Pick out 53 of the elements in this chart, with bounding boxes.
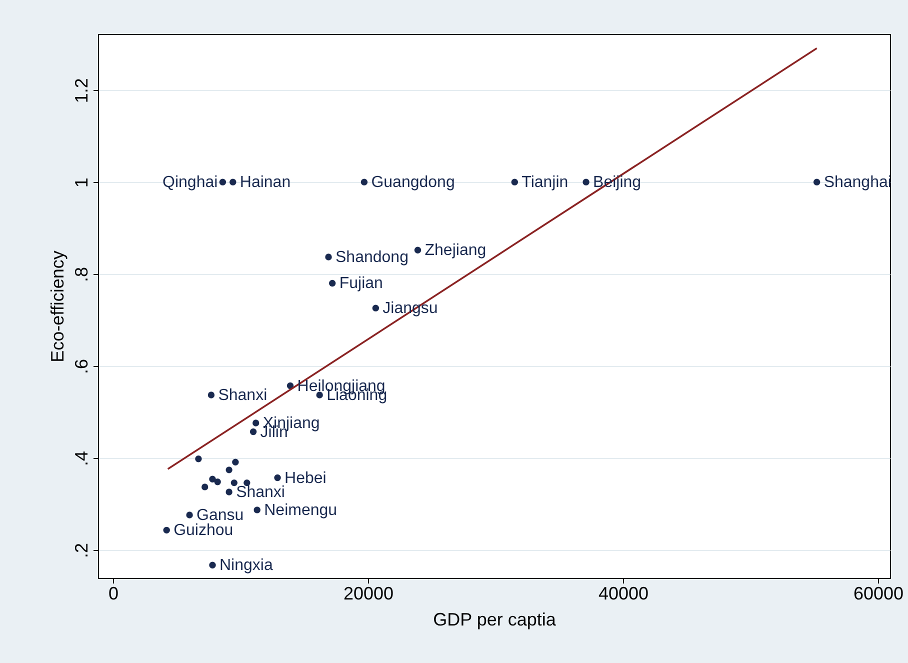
point <box>226 466 232 474</box>
point <box>226 488 232 496</box>
annotation: Guangdong <box>371 174 455 192</box>
point <box>328 280 336 287</box>
annotation: Shanxi <box>218 386 268 404</box>
point <box>372 304 380 312</box>
point <box>195 456 202 462</box>
y-axis-title: Eco-efficiency <box>48 250 68 362</box>
y-tick-label: .8 <box>72 267 92 282</box>
y-tick-label: .2 <box>72 542 92 558</box>
x-tick-label: 0 <box>108 584 119 604</box>
y-tick-label: .6 <box>72 359 92 374</box>
annotation: Tianjin <box>522 174 568 192</box>
point <box>813 178 820 186</box>
point <box>201 484 208 490</box>
x-axis-title: GDP per captia <box>433 610 557 630</box>
point <box>232 458 239 466</box>
point <box>208 392 215 398</box>
annotation: Shanghai <box>824 174 892 192</box>
point <box>360 178 368 186</box>
annotation: Fujian <box>339 275 383 292</box>
annotation: Shanxi <box>236 484 285 502</box>
point <box>186 512 193 518</box>
annotation: Ningxia <box>219 557 273 574</box>
annotation: Guizhou <box>174 522 234 540</box>
annotation: Qinghai <box>162 174 218 192</box>
point <box>230 479 238 486</box>
annotation: Hainan <box>240 174 291 192</box>
point <box>325 254 332 260</box>
x-tick-label: 40000 <box>598 584 649 604</box>
point <box>209 476 216 482</box>
point <box>230 178 236 186</box>
annotation: Shandong <box>336 249 408 266</box>
point <box>414 246 422 254</box>
point <box>274 474 281 482</box>
point <box>511 178 518 186</box>
y-tick-label: 1.2 <box>72 78 92 104</box>
y-tick-label: .4 <box>72 450 92 466</box>
x-tick-label: 20000 <box>344 584 394 604</box>
y-tick-label: 1 <box>72 178 92 188</box>
point <box>219 178 226 186</box>
point <box>209 562 216 568</box>
annotation: Gansu <box>196 507 244 524</box>
point <box>214 478 221 486</box>
annotation: Neimengu <box>264 502 338 519</box>
point <box>252 420 260 426</box>
point <box>250 428 257 436</box>
point <box>254 506 260 514</box>
point <box>582 178 590 186</box>
point <box>163 526 170 534</box>
annotation: Zhejiang <box>424 242 486 260</box>
annotation: Hebei <box>284 470 326 487</box>
x-tick-label: 60000 <box>853 584 904 604</box>
